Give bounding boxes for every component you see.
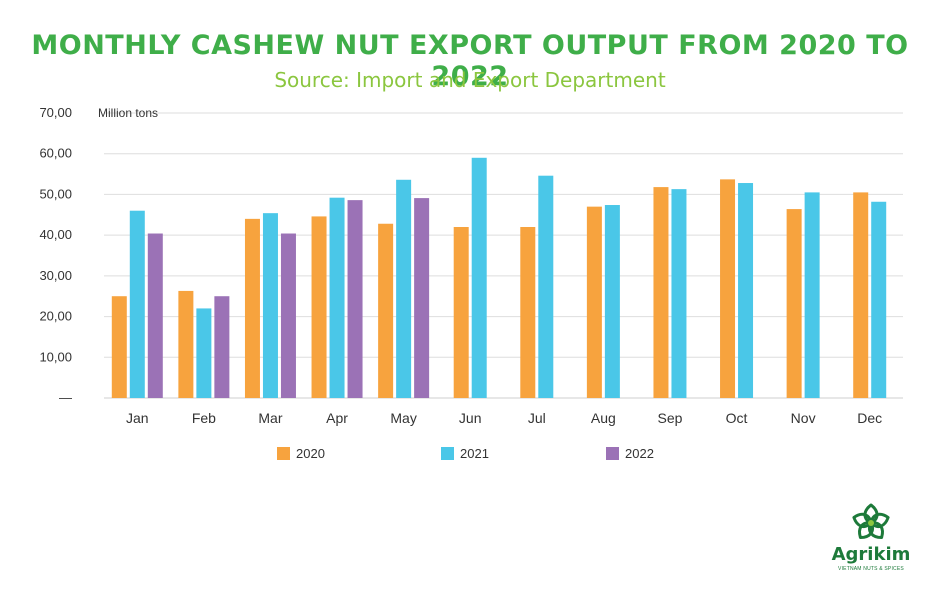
bar-sep-2021 — [671, 189, 687, 398]
bar-feb-2021 — [196, 308, 212, 398]
bar-dec-2020 — [853, 192, 869, 398]
gridlines — [104, 112, 903, 399]
x-tick-label: Oct — [726, 410, 748, 426]
bar-nov-2021 — [804, 192, 820, 398]
x-tick-label: Aug — [591, 410, 616, 426]
x-tick-label: Dec — [857, 410, 882, 426]
bar-apr-2021 — [329, 197, 345, 398]
x-tick-label: Nov — [791, 410, 816, 426]
chart-subtitle: Source: Import and Export Department — [274, 68, 666, 92]
bar-jun-2021 — [471, 157, 487, 398]
bar-oct-2021 — [738, 183, 754, 398]
bar-may-2020 — [378, 223, 394, 398]
bars — [111, 157, 887, 398]
y-tick-label: 70,00 — [39, 105, 72, 120]
x-tick-label: Mar — [258, 410, 282, 426]
bar-apr-2020 — [311, 216, 327, 398]
bar-may-2021 — [396, 179, 412, 398]
bar-nov-2020 — [786, 209, 802, 398]
y-tick-label: 40,00 — [39, 227, 72, 242]
bar-jan-2021 — [129, 210, 145, 398]
bar-feb-2022 — [214, 296, 230, 398]
bar-dec-2021 — [871, 201, 887, 398]
chart-title: MONTHLY CASHEW NUT EXPORT OUTPUT FROM 20… — [31, 30, 909, 92]
bar-jul-2020 — [520, 227, 536, 398]
legend-swatch-2021 — [441, 447, 454, 460]
y-tick-label: 30,00 — [39, 268, 72, 283]
y-tick-label: 20,00 — [39, 309, 72, 324]
bar-oct-2020 — [720, 179, 736, 398]
x-tick-label: May — [390, 410, 416, 426]
bar-mar-2021 — [262, 213, 278, 398]
agrikim-logo: Agrikim VIETNAM NUTS & SPICES — [826, 500, 916, 580]
x-tick-label: Jan — [126, 410, 149, 426]
bar-apr-2022 — [347, 200, 363, 398]
bar-mar-2022 — [280, 233, 296, 398]
lotus-emblem-icon — [852, 503, 890, 540]
legend-swatch-2020 — [277, 447, 290, 460]
y-tick-label: 10,00 — [39, 349, 72, 364]
legend-label: 2022 — [625, 446, 654, 461]
bar-feb-2020 — [178, 290, 194, 398]
y-tick-label: 60,00 — [39, 146, 72, 161]
legend: 2020 2021 2022 — [277, 446, 654, 461]
bar-jun-2020 — [453, 227, 469, 398]
bar-aug-2020 — [586, 206, 602, 398]
bar-jan-2020 — [111, 296, 127, 398]
bar-may-2022 — [414, 198, 430, 398]
bar-jul-2021 — [538, 175, 554, 398]
legend-swatch-2022 — [606, 447, 619, 460]
bar-sep-2020 — [653, 187, 669, 398]
legend-label: 2020 — [296, 446, 325, 461]
x-tick-label: Jul — [528, 410, 546, 426]
x-axis-ticks: Jan Feb Mar Apr May Jun Jul Aug Sep Oct Nov Dec — [126, 410, 882, 426]
bar-jan-2022 — [147, 233, 163, 398]
x-tick-label: Feb — [192, 410, 216, 426]
y-tick-label: — — [59, 390, 72, 405]
x-tick-label: Jun — [459, 410, 482, 426]
bar-aug-2021 — [604, 205, 620, 398]
legend-label: 2021 — [460, 446, 489, 461]
logo-tagline: VIETNAM NUTS & SPICES — [838, 566, 904, 572]
x-tick-label: Sep — [657, 410, 682, 426]
x-tick-label: Apr — [326, 410, 348, 426]
y-axis-label: Million tons — [98, 106, 158, 120]
bar-mar-2020 — [244, 218, 260, 398]
y-axis-ticks: — 10,00 20,00 30,00 40,00 50,00 60,00 70,00 — [39, 105, 72, 405]
y-tick-label: 50,00 — [39, 186, 72, 201]
logo-name: Agrikim — [831, 544, 911, 565]
